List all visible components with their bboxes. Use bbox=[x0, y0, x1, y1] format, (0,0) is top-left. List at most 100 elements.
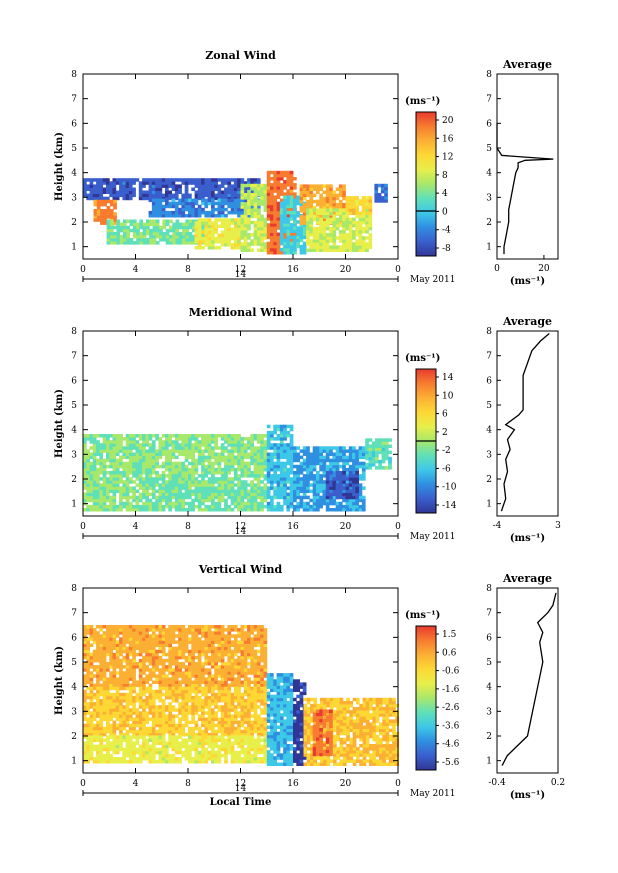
heatmap-cell bbox=[299, 218, 304, 222]
heatmap-cell bbox=[233, 246, 238, 250]
heatmap-cell bbox=[237, 492, 241, 497]
heatmap-cell bbox=[316, 211, 320, 215]
heatmap-cell bbox=[207, 504, 212, 509]
heatmap-cell bbox=[83, 662, 87, 666]
heatmap-cell bbox=[161, 489, 166, 493]
heatmap-cell bbox=[217, 207, 222, 212]
heatmap-cell bbox=[256, 501, 261, 506]
heatmap-cell bbox=[125, 652, 130, 657]
heatmap-cell bbox=[115, 643, 120, 647]
heatmap-cell bbox=[247, 181, 251, 185]
heatmap-cell bbox=[240, 193, 245, 197]
heatmap-cell bbox=[250, 680, 254, 684]
heatmap-cell bbox=[381, 444, 386, 448]
heatmap-cell bbox=[197, 489, 202, 493]
heatmap-cell bbox=[197, 224, 202, 228]
heatmap-cell bbox=[224, 218, 228, 222]
heatmap-cell bbox=[109, 637, 113, 641]
heatmap-cell bbox=[138, 674, 143, 678]
heatmap-cell bbox=[201, 452, 205, 456]
heatmap-cell bbox=[299, 461, 304, 466]
heatmap-cell bbox=[293, 458, 297, 463]
heatmap-cell bbox=[112, 452, 117, 456]
heatmap-cell bbox=[332, 483, 337, 487]
heatmap-cell bbox=[109, 655, 113, 660]
heatmap-cell bbox=[204, 508, 209, 512]
heatmap-cell bbox=[96, 187, 100, 191]
heatmap-cell bbox=[102, 680, 107, 684]
heatmap-cell bbox=[276, 455, 281, 460]
heatmap-cell bbox=[283, 192, 287, 196]
heatmap-cell bbox=[227, 193, 232, 198]
heatmap-cell bbox=[178, 231, 183, 236]
heatmap-cell bbox=[256, 214, 261, 219]
heatmap-cell bbox=[119, 652, 123, 657]
heatmap-cell bbox=[316, 501, 320, 506]
heatmap-cell bbox=[266, 195, 271, 199]
heatmap-cell bbox=[207, 680, 212, 684]
heatmap-cell bbox=[99, 467, 104, 472]
heatmap-cell bbox=[122, 193, 127, 198]
heatmap-cell bbox=[214, 649, 218, 654]
heatmap-cell bbox=[293, 220, 297, 224]
avg-y-tick-label: 2 bbox=[486, 218, 492, 228]
heatmap-cell bbox=[128, 495, 133, 500]
heatmap-cell bbox=[165, 187, 169, 191]
heatmap-cell bbox=[289, 489, 294, 493]
heatmap-region bbox=[135, 474, 268, 512]
heatmap-cell bbox=[214, 674, 218, 678]
heatmap-cell bbox=[312, 508, 317, 512]
heatmap-cell bbox=[204, 649, 209, 654]
heatmap-cell bbox=[342, 226, 346, 231]
heatmap-cell bbox=[243, 452, 248, 456]
heatmap-cell bbox=[289, 446, 294, 450]
heatmap-cell bbox=[188, 231, 193, 236]
heatmap-cell bbox=[283, 247, 287, 252]
heatmap-cell bbox=[119, 508, 123, 512]
heatmap-cell bbox=[99, 683, 104, 688]
heatmap-cell bbox=[345, 480, 350, 484]
heatmap-cell bbox=[378, 459, 382, 464]
heatmap-cell bbox=[142, 458, 146, 463]
heatmap-cell bbox=[145, 486, 149, 490]
heatmap-cell bbox=[115, 677, 120, 681]
heatmap-cell bbox=[132, 668, 136, 672]
heatmap-cell bbox=[296, 210, 300, 215]
heatmap-cell bbox=[240, 226, 245, 231]
heatmap-cell bbox=[99, 477, 104, 481]
heatmap-cell bbox=[286, 458, 291, 463]
heatmap-cell bbox=[332, 196, 337, 201]
heatmap-cell bbox=[128, 190, 133, 194]
heatmap-cell bbox=[309, 226, 314, 231]
heatmap-cell bbox=[266, 492, 271, 497]
heatmap-cell bbox=[325, 467, 330, 472]
heatmap-cell bbox=[211, 239, 215, 244]
heatmap-cell bbox=[204, 178, 209, 182]
heatmap-cell bbox=[335, 449, 340, 453]
heatmap-cell bbox=[174, 480, 179, 484]
heatmap-cell bbox=[211, 440, 215, 444]
heatmap-cell bbox=[184, 474, 189, 478]
heatmap-cell bbox=[171, 196, 176, 201]
heatmap-cell bbox=[266, 464, 271, 469]
heatmap-cell bbox=[384, 450, 389, 455]
heatmap-cell bbox=[279, 437, 284, 441]
heatmap-cell bbox=[102, 683, 107, 688]
heatmap-cell bbox=[96, 646, 100, 651]
heatmap-cell bbox=[233, 236, 238, 241]
heatmap-cell bbox=[132, 486, 136, 490]
heatmap-cell bbox=[322, 471, 327, 475]
heatmap-cell bbox=[197, 230, 202, 235]
heatmap-cell bbox=[302, 196, 307, 201]
heatmap-cell bbox=[171, 489, 176, 493]
heatmap-cell bbox=[148, 628, 153, 632]
heatmap-cell bbox=[214, 652, 218, 657]
heatmap-cell bbox=[352, 208, 356, 212]
heatmap-cell bbox=[237, 210, 241, 215]
heatmap-cell bbox=[161, 658, 166, 663]
heatmap-cell bbox=[151, 674, 156, 678]
heatmap-cell bbox=[266, 244, 271, 249]
heatmap-cell bbox=[230, 483, 235, 487]
heatmap-cell bbox=[361, 205, 366, 209]
heatmap-cell bbox=[138, 449, 143, 453]
